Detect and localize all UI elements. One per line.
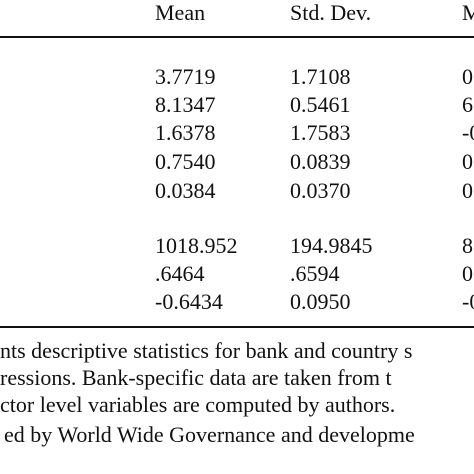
table-cell: 6 [462, 92, 473, 117]
column-header: Std. Dev. [290, 0, 372, 25]
table-cell: 1.7583 [290, 120, 351, 145]
bottom-rule [0, 326, 474, 328]
table-cell: 0 [462, 64, 473, 89]
table-cell: 0 [462, 261, 473, 286]
table-cell: 0 [462, 149, 473, 174]
table-cell: .6594 [290, 261, 340, 286]
table-cell: 0.0839 [290, 149, 351, 174]
column-header: M [462, 0, 474, 25]
table-cell: 0.0370 [290, 178, 351, 203]
note-line: ctor level variables are computed by aut… [0, 392, 396, 417]
table-cell: 8 [462, 233, 473, 258]
note-line: ed by World Wide Governance and developm… [4, 422, 415, 447]
table-cell: 0.0950 [290, 289, 351, 314]
table-cell: 0.0384 [155, 178, 216, 203]
table-cell: -0 [462, 120, 474, 145]
table-cell: .6464 [155, 261, 205, 286]
table-cell: 1018.952 [155, 233, 238, 258]
note-line: ressions. Bank-specific data are taken f… [0, 365, 392, 390]
table-cell: 8.1347 [155, 92, 216, 117]
table-cell: 0.7540 [155, 149, 216, 174]
table-cell: 0 [462, 178, 473, 203]
table-cell: 3.7719 [155, 64, 216, 89]
column-header: Mean [155, 0, 206, 25]
table-cell: 194.9845 [290, 233, 373, 258]
table-cell: 0.5461 [290, 92, 351, 117]
table-cell: 1.6378 [155, 120, 216, 145]
table-cell: -0.6434 [155, 289, 223, 314]
table-cell: 1.7108 [290, 64, 351, 89]
note-line: nts descriptive statistics for bank and … [0, 338, 413, 363]
header-rule [0, 36, 474, 38]
table-cell: -0 [462, 289, 474, 314]
